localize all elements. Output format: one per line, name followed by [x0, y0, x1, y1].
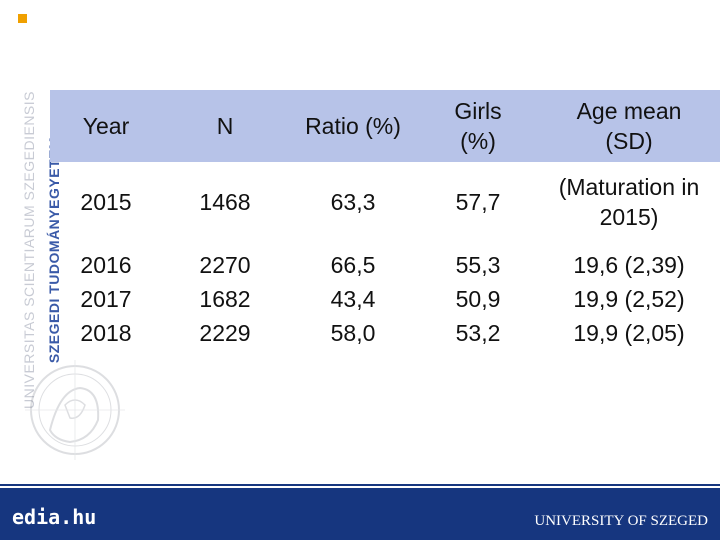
cell-age: 19,9 (2,05)	[573, 320, 685, 346]
university-seal-icon	[25, 360, 125, 460]
cell-year: 2018	[80, 320, 132, 346]
cell-years: 2016 2017 2018	[50, 242, 162, 350]
cell-girls: 53,2	[455, 320, 501, 346]
cell-girls: 57,7	[455, 189, 501, 215]
cell-ratio: 66,5	[330, 252, 376, 278]
cell-ages: 19,6 (2,39) 19,9 (2,52) 19,9 (2,05)	[538, 242, 720, 350]
statistics-table: Year N Ratio (%) Girls (%) Age mean (SD)…	[50, 90, 720, 350]
header-girls-line2: (%)	[460, 128, 496, 154]
footer-university-label: UNIVERSITY OF SZEGED	[534, 513, 708, 529]
cell-girls: 50,9	[455, 286, 501, 312]
header-age-line2: (SD)	[605, 128, 653, 154]
cell-age-line1: (Maturation in	[558, 174, 700, 200]
cell-n: 1468	[199, 189, 251, 215]
table-header-row: Year N Ratio (%) Girls (%) Age mean (SD)	[50, 90, 720, 162]
footer-bar	[0, 488, 720, 540]
header-girls: Girls (%)	[418, 90, 538, 162]
table-row: 2015 1468 63,3 57,7 (Maturation in 2015)	[50, 162, 720, 242]
header-ratio: Ratio (%)	[305, 113, 401, 139]
cell-ns: 2270 1682 2229	[162, 242, 288, 350]
cell-n: 2270	[199, 252, 251, 278]
cell-age: 19,9 (2,52)	[573, 286, 685, 312]
cell-age: (Maturation in 2015)	[538, 162, 720, 242]
header-age-line1: Age mean	[576, 98, 682, 124]
cell-n: 2229	[199, 320, 251, 346]
footer-site-label: edia.hu	[12, 505, 97, 529]
cell-girls: 55,3	[455, 252, 501, 278]
cell-age: 19,6 (2,39)	[573, 252, 685, 278]
header-girls-line1: Girls	[454, 98, 502, 124]
cell-age-line2: 2015)	[599, 204, 659, 230]
header-age-mean: Age mean (SD)	[538, 90, 720, 162]
table-header-background	[50, 90, 720, 162]
cell-ratio: 63,3	[330, 189, 376, 215]
cell-ratio: 43,4	[330, 286, 376, 312]
header-year: Year	[82, 113, 130, 139]
cell-year: 2015	[80, 189, 132, 215]
cell-n: 1682	[199, 286, 251, 312]
brand-accent-square	[18, 14, 27, 23]
cell-year: 2017	[80, 286, 132, 312]
table-row-group: 2016 2017 2018 2270 1682 2229 66,5 43,4 …	[50, 242, 720, 350]
cell-ratios: 66,5 43,4 58,0	[288, 242, 418, 350]
cell-year: 2016	[80, 252, 132, 278]
cell-ratio: 58,0	[330, 320, 376, 346]
cell-girls-values: 55,3 50,9 53,2	[418, 242, 538, 350]
footer-divider	[0, 484, 720, 486]
header-n: N	[216, 113, 234, 139]
